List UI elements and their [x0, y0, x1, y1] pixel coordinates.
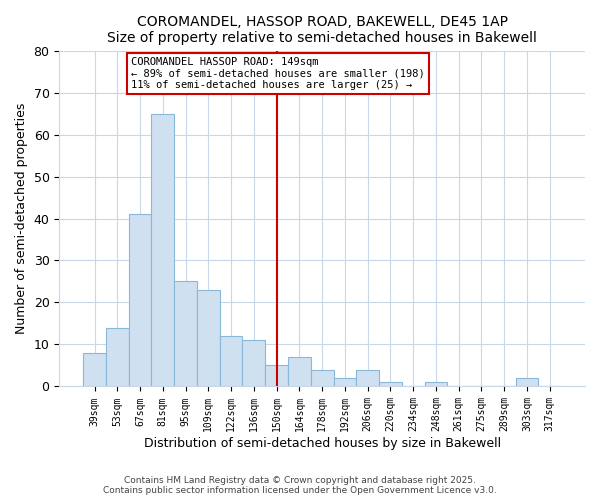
Bar — [174, 282, 197, 387]
Bar — [425, 382, 448, 386]
Bar — [356, 370, 379, 386]
Bar — [379, 382, 402, 386]
X-axis label: Distribution of semi-detached houses by size in Bakewell: Distribution of semi-detached houses by … — [143, 437, 501, 450]
Bar — [311, 370, 334, 386]
Title: COROMANDEL, HASSOP ROAD, BAKEWELL, DE45 1AP
Size of property relative to semi-de: COROMANDEL, HASSOP ROAD, BAKEWELL, DE45 … — [107, 15, 537, 45]
Text: Contains HM Land Registry data © Crown copyright and database right 2025.
Contai: Contains HM Land Registry data © Crown c… — [103, 476, 497, 495]
Bar — [515, 378, 538, 386]
Text: COROMANDEL HASSOP ROAD: 149sqm
← 89% of semi-detached houses are smaller (198)
1: COROMANDEL HASSOP ROAD: 149sqm ← 89% of … — [131, 57, 425, 90]
Bar — [197, 290, 220, 386]
Bar — [265, 366, 288, 386]
Bar — [334, 378, 356, 386]
Y-axis label: Number of semi-detached properties: Number of semi-detached properties — [15, 103, 28, 334]
Bar — [220, 336, 242, 386]
Bar — [83, 353, 106, 386]
Bar — [288, 357, 311, 386]
Bar — [242, 340, 265, 386]
Bar — [128, 214, 151, 386]
Bar — [106, 328, 128, 386]
Bar — [151, 114, 174, 386]
